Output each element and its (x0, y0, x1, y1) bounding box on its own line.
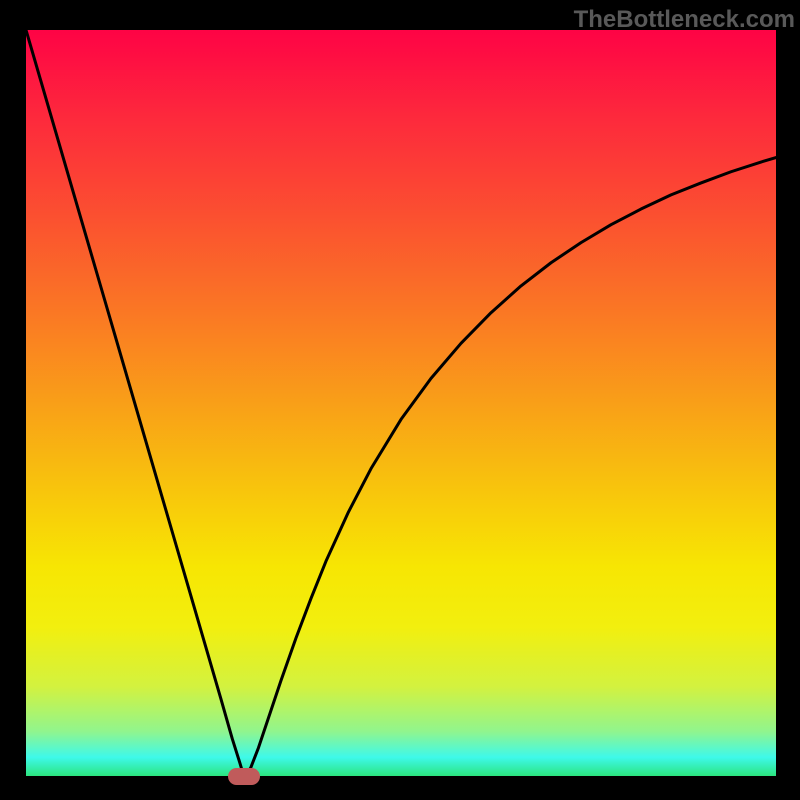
watermark-text: TheBottleneck.com (574, 6, 795, 34)
chart-plot-area (26, 30, 776, 776)
optimal-point-marker (228, 768, 260, 785)
bottleneck-curve (26, 30, 776, 776)
